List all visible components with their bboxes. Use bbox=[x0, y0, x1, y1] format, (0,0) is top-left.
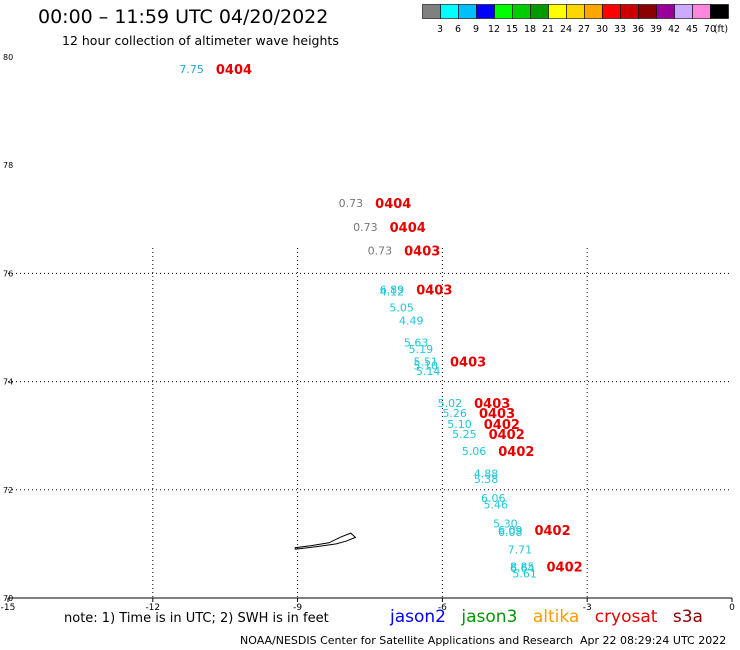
color-scale-bar: 3 6 9 12 15 18 21 24 27 30 33 36 39 42 45 70(ft) bbox=[422, 4, 729, 35]
date-label: 0404 bbox=[375, 197, 411, 212]
date-label: 0403 bbox=[404, 245, 440, 260]
y-tick-label: 76 bbox=[3, 269, 13, 278]
colorbar-label: 42 bbox=[668, 24, 680, 35]
colorbar-swatch bbox=[710, 4, 729, 19]
swh-value-label: 4.49 bbox=[399, 314, 424, 327]
swh-value-label: 6.06 bbox=[481, 492, 506, 505]
colorbar-label: (ft) bbox=[714, 24, 728, 35]
colorbar-label: 18 bbox=[524, 24, 536, 35]
footer-credit: NOAA/NESDIS Center for Satellite Applica… bbox=[240, 634, 574, 647]
x-tick-label: -3 bbox=[583, 603, 592, 610]
y-tick-label: 78 bbox=[3, 161, 13, 170]
chart-title: 00:00 – 11:59 UTC 04/20/2022 bbox=[38, 6, 329, 28]
swh-value-label: 5.30 bbox=[493, 517, 518, 530]
x-tick-label: 0 bbox=[729, 603, 735, 610]
legend-jason2: jason2 bbox=[390, 607, 446, 627]
island-outline bbox=[294, 532, 357, 550]
swh-value-label: 4.12 bbox=[380, 285, 405, 298]
swh-value-label: 5.38 bbox=[474, 473, 499, 486]
x-tick-label: -6 bbox=[438, 603, 447, 610]
x-tick-label: -12 bbox=[145, 603, 160, 610]
date-label: 0403 bbox=[450, 356, 486, 371]
date-label: 0404 bbox=[390, 221, 426, 236]
footer-timestamp: Apr 22 08:29:24 UTC 2022 bbox=[580, 634, 727, 647]
swh-value-label: 5.05 bbox=[389, 301, 414, 314]
date-label: 0403 bbox=[416, 284, 452, 299]
satellite-legend: jason2 jason3 altika cryosat s3a bbox=[390, 607, 713, 627]
swh-value-label: 5.10 bbox=[413, 359, 438, 372]
colorbar-label: 12 bbox=[488, 24, 500, 35]
legend-jason3: jason3 bbox=[461, 607, 518, 627]
colorbar-label: 3 bbox=[437, 24, 443, 35]
swh-value-label: 7.71 bbox=[508, 543, 533, 556]
date-label: 0403 bbox=[479, 407, 515, 422]
swh-value-label: 5.63 bbox=[404, 337, 429, 350]
y-tick-label: 72 bbox=[3, 486, 13, 495]
swh-value-label: 4.88 bbox=[474, 468, 499, 481]
colorbar-label: 30 bbox=[596, 24, 608, 35]
swh-value-label: 5.61 bbox=[512, 568, 537, 581]
swh-value-label: 5.25 bbox=[452, 428, 477, 441]
note-text: note: 1) Time is in UTC; 2) SWH is in fe… bbox=[64, 611, 329, 626]
colorbar-label: 36 bbox=[632, 24, 644, 35]
swh-value-label: 6.89 bbox=[380, 284, 405, 297]
colorbar-label: 33 bbox=[614, 24, 626, 35]
date-label: 0402 bbox=[484, 418, 520, 433]
colorbar-label: 39 bbox=[650, 24, 662, 35]
date-label: 0404 bbox=[216, 63, 252, 78]
colorbar-label: 45 bbox=[686, 24, 698, 35]
swh-value-label: 5.06 bbox=[462, 445, 487, 458]
legend-altika: altika bbox=[532, 607, 580, 627]
swh-value-label: 0.73 bbox=[368, 245, 393, 258]
y-tick-label: 74 bbox=[3, 378, 13, 387]
date-label: 0402 bbox=[534, 524, 570, 539]
date-label: 0402 bbox=[489, 428, 525, 443]
swh-value-label: 0.73 bbox=[353, 221, 378, 234]
swh-value-label: 5.14 bbox=[416, 365, 441, 378]
colorbar-label: 24 bbox=[560, 24, 572, 35]
swh-value-label: 5.19 bbox=[409, 343, 434, 356]
y-tick-label: 70 bbox=[3, 594, 13, 603]
swh-value-label: 7.75 bbox=[179, 63, 204, 76]
date-label: 0403 bbox=[474, 397, 510, 412]
swh-value-label: 6.08 bbox=[498, 526, 523, 539]
colorbar-label: 21 bbox=[542, 24, 554, 35]
date-label: 0402 bbox=[498, 445, 534, 460]
colorbar-label: 27 bbox=[578, 24, 590, 35]
swh-value-label: 5.26 bbox=[442, 407, 467, 420]
swh-value-label: 5.51 bbox=[413, 356, 438, 369]
colorbar-label: 70 bbox=[704, 24, 716, 35]
x-tick-label: -15 bbox=[1, 603, 16, 610]
chart-subtitle: 12 hour collection of altimeter wave hei… bbox=[62, 33, 339, 48]
legend-s3a: s3a bbox=[672, 607, 703, 627]
swh-value-label: 5.10 bbox=[447, 418, 472, 431]
colorbar-label: 6 bbox=[455, 24, 461, 35]
swh-value-label: 6.64 bbox=[510, 562, 535, 575]
swh-value-label: 6.09 bbox=[498, 524, 523, 537]
swh-value-label: 8.85 bbox=[510, 561, 535, 574]
x-tick-label: -9 bbox=[293, 603, 302, 610]
y-tick-label: 80 bbox=[3, 53, 13, 62]
colorbar-label: 9 bbox=[473, 24, 479, 35]
legend-cryosat: cryosat bbox=[594, 607, 658, 627]
date-label: 0402 bbox=[547, 561, 583, 576]
colorbar-label: 15 bbox=[506, 24, 518, 35]
swh-value-label: 5.46 bbox=[483, 498, 508, 511]
plot-area: -15 -12 -9 -6 -3 0 70 72 74 76 78 80 7.75 0404 0.73 040… bbox=[1, 53, 735, 610]
swh-value-label: 5.02 bbox=[438, 397, 463, 410]
swh-value-label: 0.73 bbox=[339, 197, 364, 210]
